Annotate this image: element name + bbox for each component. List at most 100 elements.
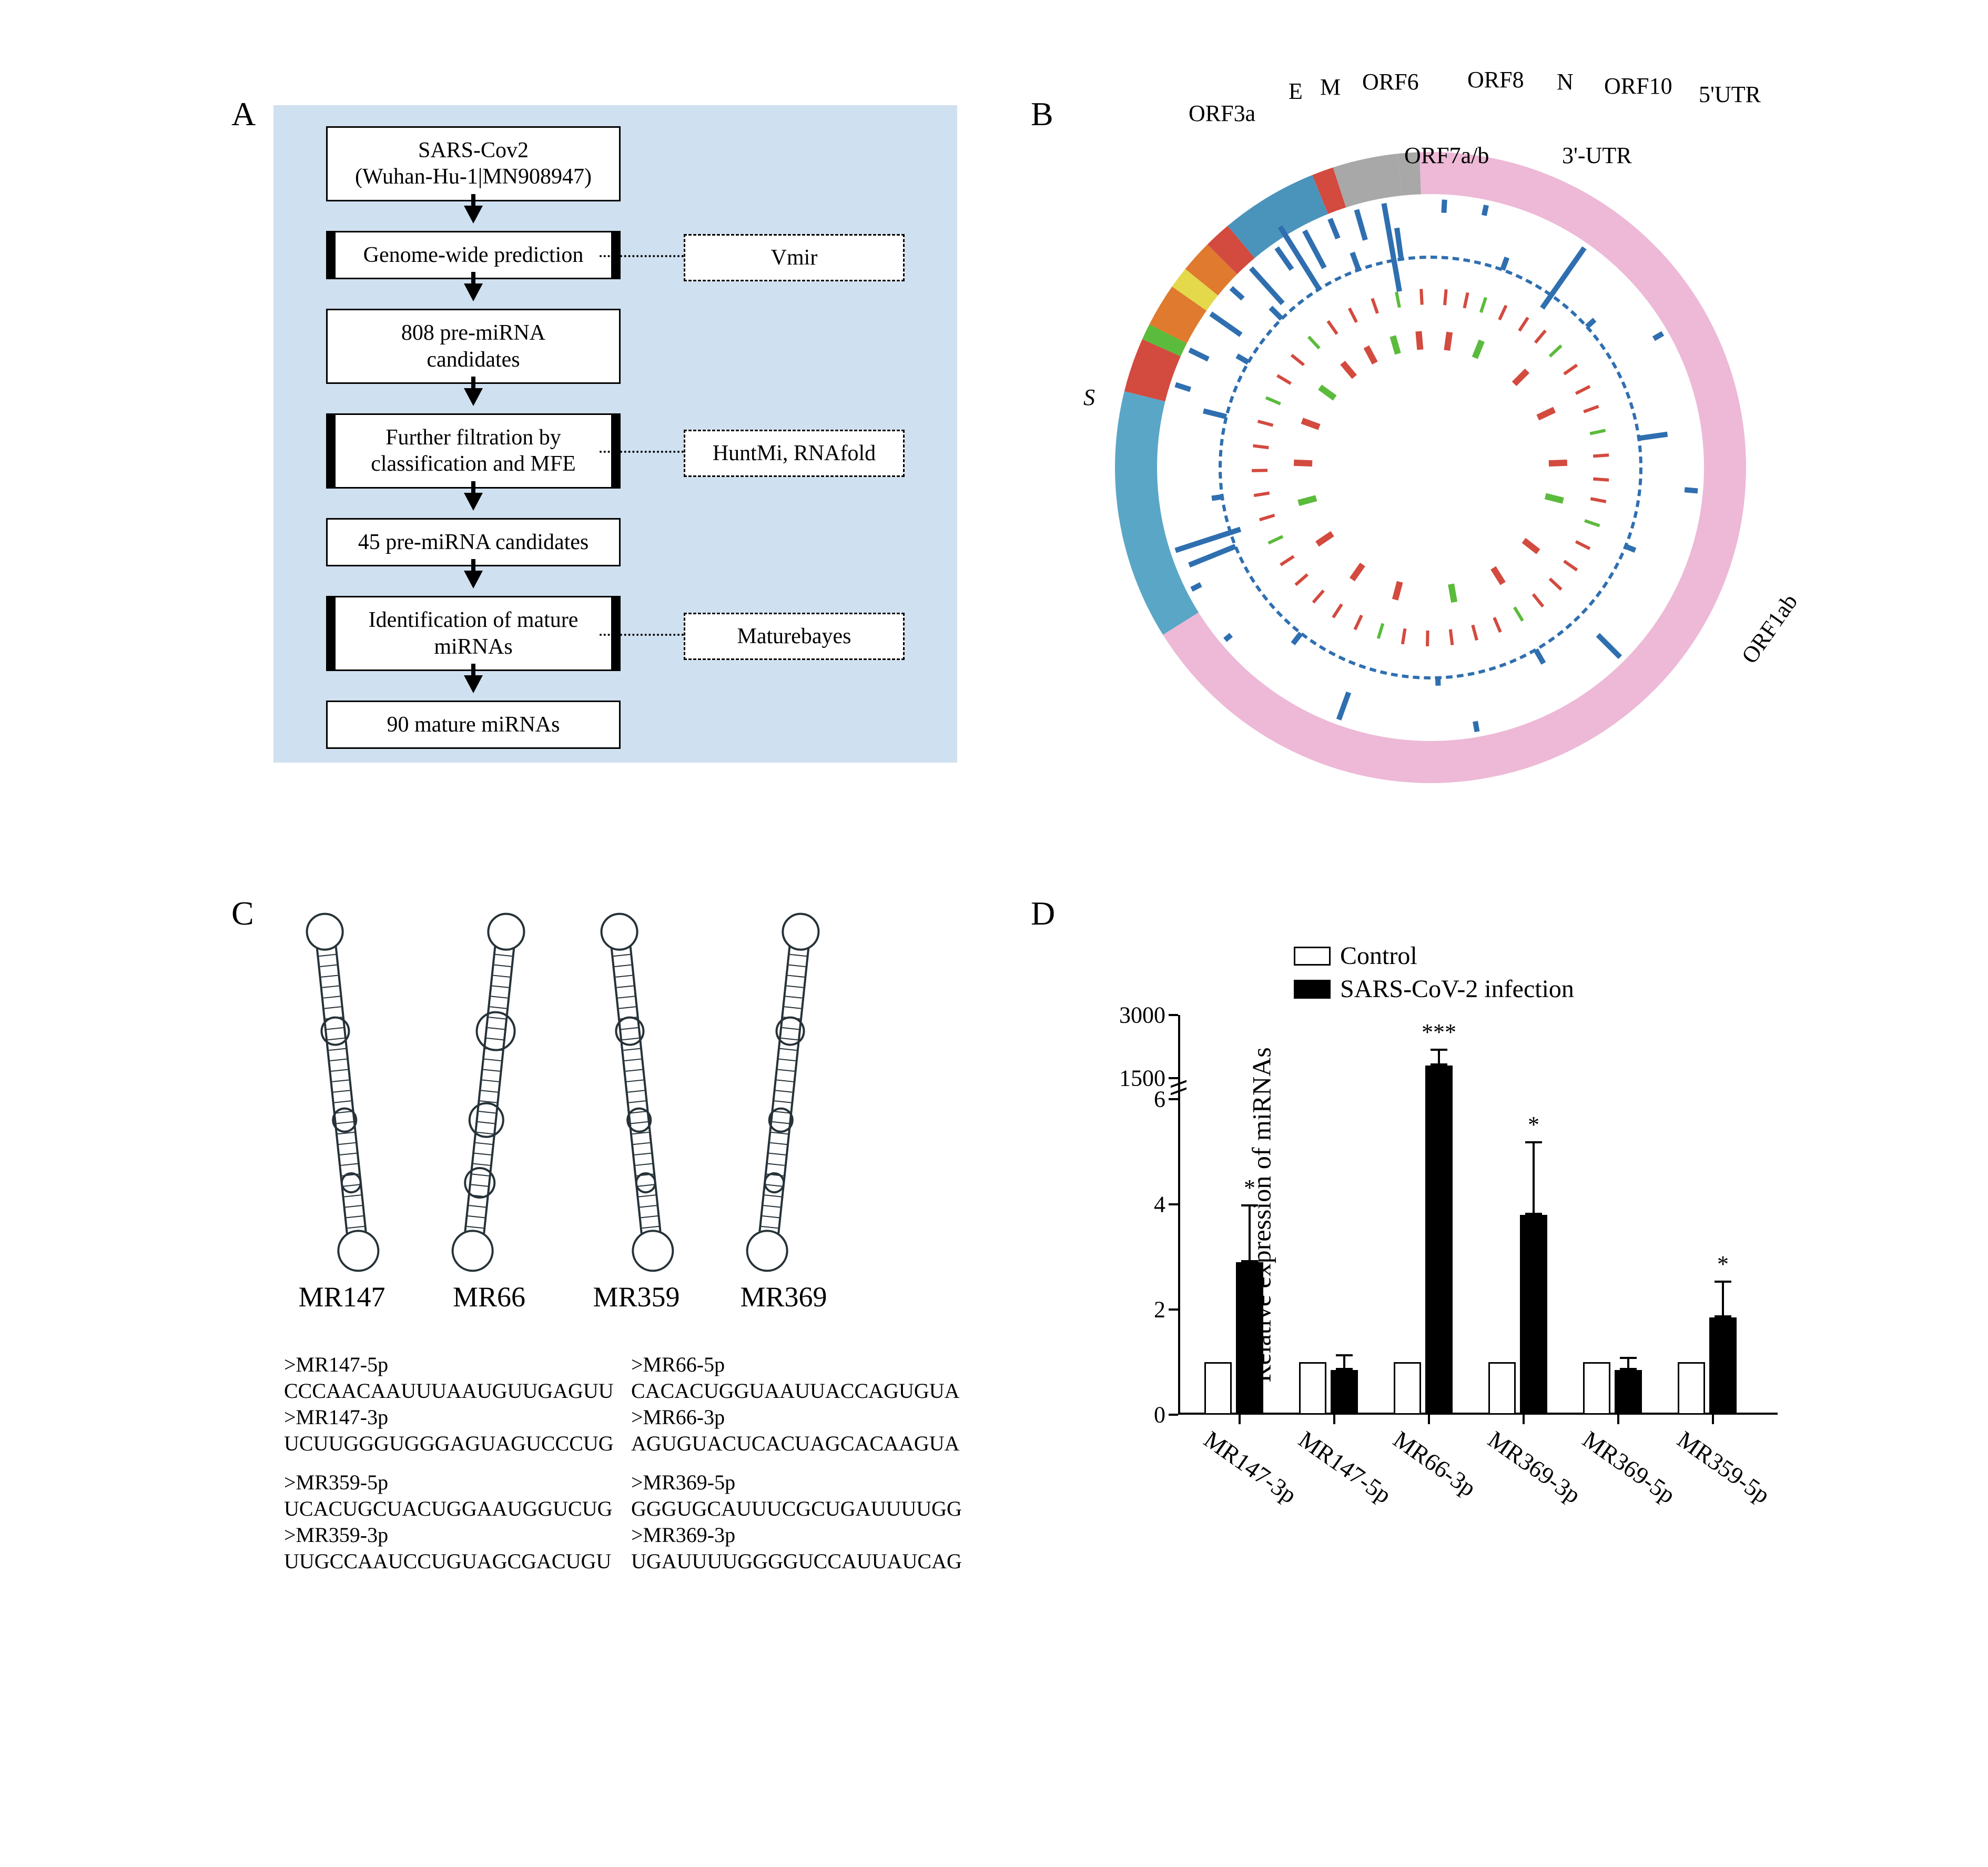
y-tick-label: 1500 xyxy=(1119,1065,1165,1092)
ring-tick xyxy=(1258,421,1273,425)
significance-marker: * xyxy=(1717,1251,1729,1277)
spike xyxy=(1237,356,1249,363)
inner-mark xyxy=(1299,498,1316,503)
gene-label-ORF8: ORF8 xyxy=(1467,66,1524,93)
spike xyxy=(1175,384,1191,389)
ring-tick xyxy=(1372,299,1377,313)
gene-label-ORF3a: ORF3a xyxy=(1189,100,1255,127)
ring-tick xyxy=(1403,628,1405,644)
ring-tick xyxy=(1535,331,1545,343)
spike xyxy=(1685,490,1698,491)
significance-marker: * xyxy=(1528,1111,1539,1138)
ring-tick xyxy=(1584,407,1598,412)
panel-label-c: C xyxy=(231,894,254,933)
swatch-control xyxy=(1294,947,1331,966)
seq-body: UCACUGCUACUGGAAUGGUCUG xyxy=(284,1496,621,1522)
spike xyxy=(1293,633,1301,644)
seq-header: >MR147-5p xyxy=(284,1352,621,1378)
x-tick-label: MR369-3p xyxy=(1483,1425,1586,1509)
inner-mark xyxy=(1538,410,1555,418)
ring-tick xyxy=(1328,321,1337,334)
spike xyxy=(1352,252,1358,270)
ring-tick xyxy=(1590,499,1606,502)
x-tick-label: MR66-3p xyxy=(1388,1425,1482,1502)
x-tick-label: MR369-5p xyxy=(1578,1425,1681,1509)
ring-tick xyxy=(1499,306,1506,320)
error-bar xyxy=(1627,1357,1629,1370)
gene-label-S: S xyxy=(1083,384,1095,411)
ring-tick xyxy=(1519,318,1528,331)
x-tick-label: MR359-5p xyxy=(1672,1425,1776,1509)
bar-control xyxy=(1488,1362,1516,1415)
ring-tick xyxy=(1445,289,1446,305)
inner-mark xyxy=(1493,568,1503,584)
ring-tick xyxy=(1585,521,1599,526)
bar-infection xyxy=(1425,1066,1453,1415)
flow-box-2: 808 pre-miRNAcandidates xyxy=(326,309,621,384)
hairpin-label: MR359 xyxy=(589,1281,684,1313)
spike xyxy=(1212,497,1222,499)
spike xyxy=(1654,333,1662,339)
seq-body: UGAUUUUGGGGUCCAUUAUCAG xyxy=(631,1548,968,1575)
ring-tick xyxy=(1396,292,1399,307)
ring-tick xyxy=(1481,298,1486,313)
gene-label-ORF10: ORF10 xyxy=(1604,73,1672,99)
inner-mark xyxy=(1343,363,1354,377)
gene-label-3'-UTR: 3'-UTR xyxy=(1562,142,1632,169)
connector-dots xyxy=(600,634,684,636)
ring-tick xyxy=(1333,604,1342,617)
hairpin-MR359: MR359 xyxy=(589,910,684,1320)
spike xyxy=(1503,258,1507,270)
ring-tick xyxy=(1550,579,1561,589)
side-box: Vmir xyxy=(684,234,905,281)
gene-label-ORF6: ORF6 xyxy=(1362,68,1419,95)
spike xyxy=(1225,635,1231,640)
bar-control xyxy=(1204,1362,1232,1415)
ring-tick xyxy=(1277,376,1291,383)
ring-tick xyxy=(1564,365,1577,374)
flow-arrow xyxy=(464,571,483,588)
ring-tick xyxy=(1464,292,1467,308)
spike xyxy=(1475,722,1477,732)
y-tick-label: 2 xyxy=(1154,1296,1165,1323)
spike xyxy=(1203,411,1226,417)
y-axis xyxy=(1178,1015,1180,1415)
spike xyxy=(1339,693,1349,720)
significance-marker: * xyxy=(1244,1174,1255,1201)
ring-tick xyxy=(1576,542,1590,549)
spike xyxy=(1189,546,1235,565)
bar-infection xyxy=(1520,1215,1547,1415)
segment-S xyxy=(1115,391,1199,635)
panel-label-d: D xyxy=(1031,894,1055,933)
panel-c-hairpins: MR147MR66MR359MR369 >MR147-5pCCCAACAAUUU… xyxy=(273,910,983,1646)
swatch-infection xyxy=(1294,980,1331,999)
inner-mark xyxy=(1475,341,1482,358)
y-tick-label: 3000 xyxy=(1119,1002,1165,1029)
y-tick-label: 0 xyxy=(1154,1402,1165,1428)
hairpin-MR369: MR369 xyxy=(736,910,831,1320)
flow-arrow xyxy=(464,388,483,406)
seq-header: >MR359-3p xyxy=(284,1522,621,1548)
hairpin-MR147: MR147 xyxy=(295,910,389,1320)
bar-infection xyxy=(1331,1370,1358,1415)
flow-arrow xyxy=(464,283,483,301)
seq-body: GGGUGCAUUUCGCUGAUUUUGG xyxy=(631,1496,968,1522)
inner-mark xyxy=(1366,347,1375,363)
gene-label-ORF7a/b: ORF7a/b xyxy=(1404,142,1489,169)
inner-mark xyxy=(1352,564,1363,580)
ring-tick xyxy=(1309,337,1319,348)
ring-tick xyxy=(1281,556,1294,565)
ring-tick xyxy=(1253,446,1269,448)
error-bar xyxy=(1249,1204,1251,1262)
ring-tick xyxy=(1473,625,1477,640)
panel-d-barchart: Control SARS-CoV-2 infection Relative ex… xyxy=(1062,910,1841,1646)
bar-control xyxy=(1394,1362,1421,1415)
spike xyxy=(1356,210,1365,240)
ring-tick xyxy=(1421,289,1422,305)
ring-tick xyxy=(1494,617,1500,632)
ring-tick xyxy=(1533,594,1543,606)
seq-header: >MR66-5p xyxy=(631,1352,968,1378)
panel-b-circos: 5'UTRORF1abSORF3aEMORF6ORF7a/bORF8NORF10… xyxy=(1031,84,1830,794)
seq-body: CCCAACAAUUUAAUGUUGAGUU xyxy=(284,1378,621,1404)
spike xyxy=(1484,205,1486,216)
